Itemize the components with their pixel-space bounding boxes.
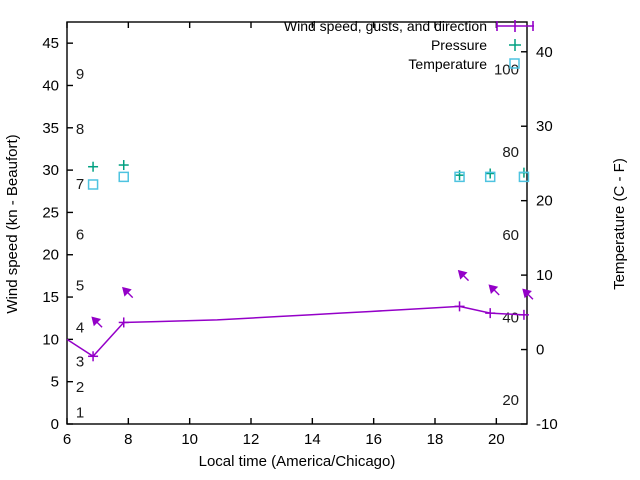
beaufort-scale-labels: 1 2 3 4 5 6 7 8 9 [76,66,84,422]
wind-direction-arrow [522,288,534,300]
temperature-marker [518,171,530,183]
chart-legend: Wind speed, gusts, and direction Pressur… [284,18,534,72]
wind-speed-line [66,305,524,358]
wind-direction-arrow [91,316,103,328]
beaufort-label: 4 [76,320,84,337]
temperature-marker [484,171,496,183]
beaufort-label: 9 [76,66,84,83]
left-axis-tick-labels: 0 5 10 15 20 25 30 35 40 45 [42,35,59,433]
fahrenheit-label: 20 [502,392,519,409]
x-tick-label: 12 [243,431,260,448]
legend-marker-temperature [509,58,520,69]
x-tick-label: 14 [304,431,321,448]
y-tick-label: 5 [51,374,59,391]
legend-label-wind: Wind speed, gusts, and direction [284,18,487,34]
temperature-markers [87,171,530,190]
y-tick-label: 25 [42,204,59,221]
legend-marker-wind [496,20,534,32]
wind-speed-path [66,305,524,358]
y2-tick-label: 20 [536,193,553,210]
temperature-marker [87,179,99,190]
pressure-marker [118,160,129,171]
beaufort-label: 3 [76,354,84,371]
beaufort-label: 8 [76,121,84,138]
top-axis-ticks [66,22,498,28]
y-tick-label: 30 [42,162,59,179]
temperature-marker [118,171,129,183]
x-axis-title: Local time (America/Chicago) [199,453,396,470]
legend-marker-pressure [509,39,521,51]
right-axis-tick-labels: -10 0 10 20 30 40 [536,44,558,433]
legend-label-pressure: Pressure [431,37,487,53]
x-tick-label: 6 [63,431,71,448]
y2-tick-label: 30 [536,118,553,135]
y-axis-title: Wind speed (kn - Beaufort) [4,134,21,313]
pressure-markers [88,160,529,181]
y-tick-label: 45 [42,35,59,52]
y2-axis-title: Temperature (C - F) [611,158,628,290]
fahrenheit-label: 40 [502,309,519,326]
y2-tick-label: 40 [536,44,553,61]
left-axis-ticks [67,42,73,425]
right-axis-ticks [521,51,527,425]
wind-direction-arrow [122,286,134,299]
pressure-marker [485,168,496,179]
bottom-axis-tick-labels: 6 8 10 12 14 16 18 20 [63,431,505,448]
fahrenheit-label: 100 [494,61,519,78]
y-tick-label: 0 [51,416,59,433]
y-tick-label: 20 [42,247,59,264]
x-tick-label: 20 [488,431,505,448]
wind-direction-arrow [457,269,470,282]
x-tick-label: 18 [427,431,444,448]
beaufort-label: 6 [76,227,84,244]
y-tick-label: 10 [42,331,59,348]
y2-tick-label: 0 [536,342,544,359]
pressure-marker [88,161,99,172]
fahrenheit-scale-labels: 20 40 60 80 100 [494,61,519,409]
y-tick-label: 40 [42,77,59,94]
beaufort-label: 2 [76,379,84,396]
temperature-marker [454,171,465,183]
y2-tick-label: -10 [536,416,558,433]
x-tick-label: 8 [124,431,132,448]
y-tick-label: 35 [42,120,59,137]
beaufort-label: 7 [76,176,84,193]
wind-direction-arrows [91,269,534,328]
wind-speed-markers [88,301,529,362]
x-tick-label: 10 [181,431,198,448]
plot-border [66,21,528,425]
y-tick-label: 15 [42,289,59,306]
x-tick-label: 16 [365,431,382,448]
fahrenheit-label: 80 [502,144,519,161]
fahrenheit-label: 60 [502,227,519,244]
bottom-axis-ticks [66,418,498,424]
beaufort-label: 5 [76,277,84,294]
wind-direction-arrow [488,284,500,296]
legend-label-temperature: Temperature [408,56,487,72]
beaufort-label: 1 [76,404,84,421]
y2-tick-label: 10 [536,267,553,284]
